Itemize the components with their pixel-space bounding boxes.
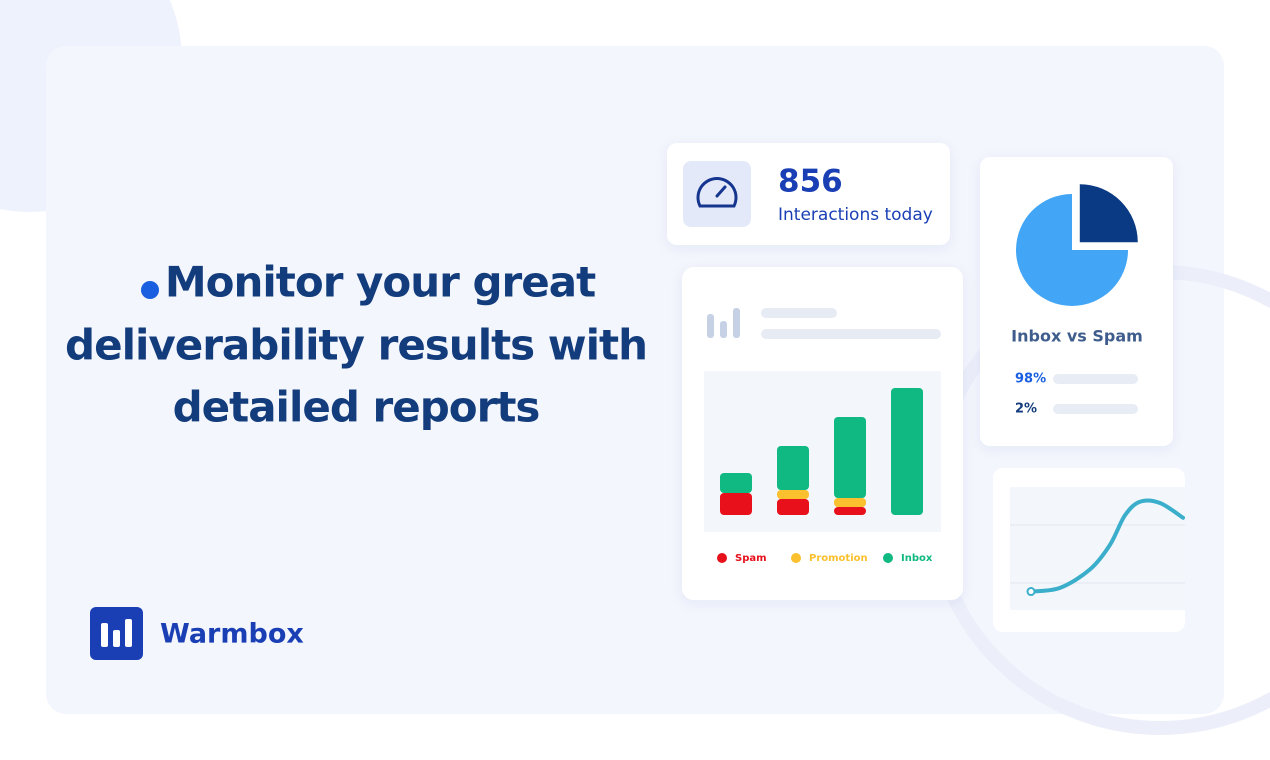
pie-row-label: 98% <box>1015 372 1046 387</box>
placeholder-line <box>761 308 837 318</box>
line <box>1029 498 1185 594</box>
pie-slice <box>1079 184 1138 243</box>
headline-line: Monitor your great <box>165 258 596 307</box>
placeholder-logo <box>707 308 740 338</box>
bar-segment <box>834 507 866 515</box>
bar-segment <box>777 499 809 515</box>
line-start-point <box>1026 587 1036 597</box>
bar-segment <box>891 388 923 515</box>
stat-label: Interactions today <box>778 205 933 225</box>
legend-swatch <box>717 553 727 563</box>
brand-name: Warmbox <box>160 619 304 650</box>
pie-row-bar <box>1053 404 1138 414</box>
headline-line: deliverability results with <box>65 321 647 370</box>
bar-segment <box>834 498 866 507</box>
bar-segment <box>777 446 809 490</box>
legend-swatch <box>791 553 801 563</box>
gauge-icon <box>696 177 738 208</box>
line-group <box>1026 498 1185 597</box>
bar-segment <box>777 490 809 499</box>
headline-line: detailed reports <box>173 383 540 432</box>
placeholder-line <box>761 329 941 339</box>
legend-swatch <box>883 553 893 563</box>
bar-segment <box>720 473 752 493</box>
pie-title: Inbox vs Spam <box>1011 327 1143 346</box>
pie-row-bar <box>1053 374 1138 384</box>
pie-row-label: 2% <box>1015 402 1037 417</box>
legend-label: Promotion <box>809 553 868 564</box>
bar-segment <box>720 493 752 515</box>
bar-segment <box>834 417 866 498</box>
pie-slice <box>1016 194 1128 306</box>
stat-value: 856 <box>778 164 843 200</box>
bullet <box>141 281 159 299</box>
legend-label: Spam <box>735 553 767 564</box>
logo-mark <box>101 619 132 647</box>
legend-label: Inbox <box>901 553 933 564</box>
